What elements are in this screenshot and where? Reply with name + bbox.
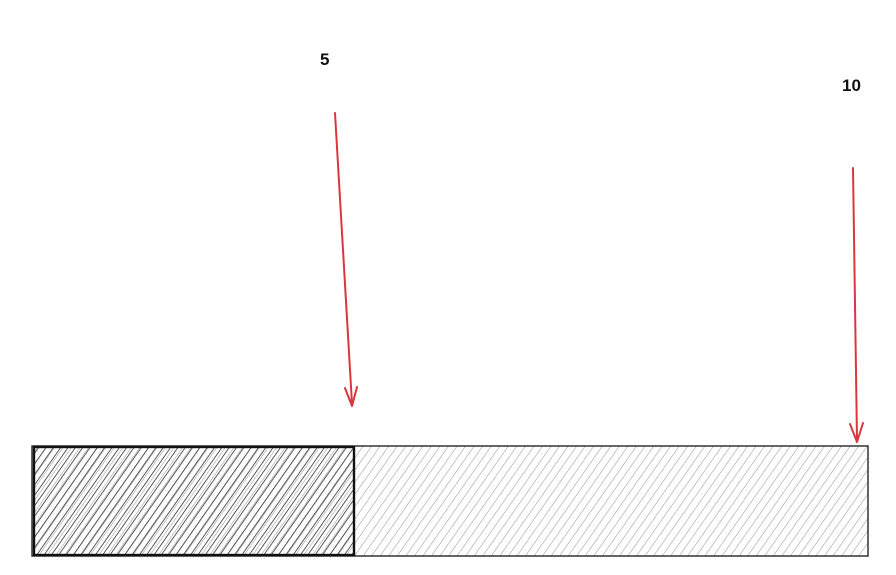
arrow-to-10 <box>849 167 864 443</box>
marker-label-5: 5 <box>320 50 330 69</box>
bar-filled-region <box>34 448 354 554</box>
arrow-to-5 <box>334 112 358 407</box>
bar-outline <box>31 445 869 557</box>
marker-label-10: 10 <box>842 76 861 95</box>
bar-filled-outline <box>32 445 356 557</box>
